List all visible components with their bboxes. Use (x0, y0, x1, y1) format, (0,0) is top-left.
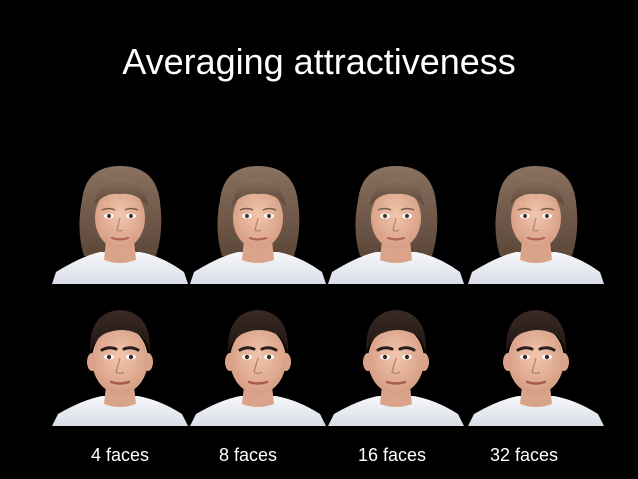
female-composite-32-faces (468, 160, 604, 284)
slide-title: Averaging attractiveness (122, 41, 516, 82)
male-face-icon (468, 302, 604, 426)
female-composite-8-faces (190, 160, 326, 284)
male-composite-8-faces (190, 302, 326, 426)
male-composite-32-faces (468, 302, 604, 426)
male-face-icon (190, 302, 326, 426)
female-face-icon (52, 160, 188, 284)
caption-8-faces: 8 faces (218, 445, 278, 465)
caption-32-faces: 32 faces (489, 445, 559, 465)
male-composite-16-faces (328, 302, 464, 426)
male-face-icon (52, 302, 188, 426)
female-face-icon (328, 160, 464, 284)
female-face-icon (468, 160, 604, 284)
caption-16-faces: 16 faces (357, 445, 427, 465)
male-face-icon (328, 302, 464, 426)
female-face-icon (190, 160, 326, 284)
female-composite-16-faces (328, 160, 464, 284)
female-composite-4-faces (52, 160, 188, 284)
caption-4-faces: 4 faces (90, 445, 150, 465)
male-composite-4-faces (52, 302, 188, 426)
